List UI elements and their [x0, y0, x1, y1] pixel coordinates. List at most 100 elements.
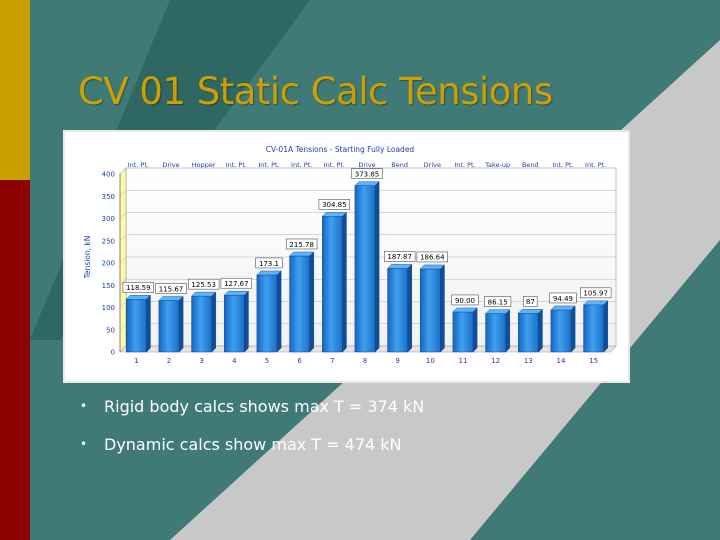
svg-text:186.64: 186.64	[420, 254, 445, 262]
y-axis-label: Tension, kN	[83, 236, 92, 280]
bullet-text: Dynamic calcs show max T = 474 kN	[104, 435, 402, 454]
bar-side	[244, 290, 249, 353]
value-label: 125.53	[188, 278, 220, 290]
value-label: 304.85	[318, 199, 350, 210]
bar-front	[224, 294, 245, 353]
x-tick-label: 12	[491, 357, 500, 365]
svg-text:86.15: 86.15	[488, 298, 508, 306]
value-label: 186.64	[416, 251, 448, 263]
value-label: 215.78	[286, 238, 318, 250]
svg-text:94.49: 94.49	[553, 295, 573, 303]
x-tick-label: 3	[199, 357, 203, 365]
bar-side	[505, 309, 510, 353]
bar-12	[485, 309, 511, 353]
bar-front	[387, 268, 408, 353]
bar-front	[354, 185, 376, 353]
bullet-list: • Rigid body calcs shows max T = 374 kN •…	[80, 395, 424, 471]
y-tick-label: 100	[102, 304, 115, 312]
value-label: 127.67	[220, 277, 252, 289]
svg-text:127.67: 127.67	[224, 280, 249, 288]
svg-text:125.53: 125.53	[191, 281, 216, 289]
bar-10	[419, 264, 445, 353]
bar-side	[440, 264, 445, 353]
bar-front	[420, 268, 441, 353]
location-label: Int. Pt.	[128, 161, 149, 169]
left-accent-bar	[0, 0, 30, 540]
svg-text:118.59: 118.59	[126, 284, 151, 292]
bar-14	[550, 305, 576, 353]
location-label: Bend	[391, 161, 408, 169]
bar-front	[518, 313, 539, 353]
x-tick-label: 4	[232, 357, 237, 365]
bar-front	[452, 311, 474, 353]
svg-text:215.78: 215.78	[289, 241, 314, 249]
bar-7	[321, 211, 347, 353]
location-label: Take-up	[484, 161, 510, 169]
x-tick-label: 10	[426, 357, 435, 365]
bar-side	[472, 307, 478, 353]
bar-9	[387, 263, 413, 353]
y-tick-label: 0	[111, 349, 115, 357]
x-tick-label: 13	[524, 357, 533, 365]
bullet-item-rigid-body: • Rigid body calcs shows max T = 374 kN	[80, 395, 424, 433]
grid-line	[119, 190, 616, 197]
bar-front	[289, 255, 310, 353]
bar-side	[309, 251, 314, 353]
grid-line	[119, 279, 616, 286]
bar-side	[276, 270, 282, 353]
value-label: 94.49	[549, 292, 577, 304]
grid-line	[119, 234, 616, 241]
value-label: 90.00	[451, 294, 479, 306]
bullet-text: Rigid body calcs shows max T = 374 kN	[104, 397, 425, 416]
bar-13	[517, 308, 543, 353]
bar-15	[583, 300, 609, 353]
bar-2	[158, 296, 184, 353]
value-label: 187.87	[384, 251, 416, 262]
y-tick-label: 300	[102, 215, 115, 223]
location-label: Int. Pt.	[291, 161, 312, 169]
y-tick-label: 150	[102, 282, 115, 290]
y-tick-label: 350	[102, 193, 115, 201]
grid-line	[119, 345, 616, 353]
bullet-item-dynamic: • Dynamic calcs show max T = 474 kN	[80, 433, 424, 471]
x-tick-label: 2	[167, 357, 171, 365]
bar-1	[125, 294, 151, 353]
x-tick-label: 1	[134, 357, 138, 365]
svg-text:373.85: 373.85	[355, 170, 380, 178]
x-tick-label: 15	[589, 357, 598, 365]
bar-5	[256, 270, 282, 353]
svg-text:87: 87	[526, 298, 535, 306]
bar-side	[603, 300, 608, 353]
value-label: 115.67	[155, 283, 187, 294]
bar-side	[342, 211, 347, 353]
bar-4	[223, 290, 249, 353]
location-label: Int. Pt.	[324, 161, 345, 169]
bar-front	[322, 216, 343, 353]
x-tick-label: 8	[363, 357, 367, 365]
bar-side	[178, 296, 184, 353]
bar-8	[354, 181, 380, 353]
value-label: 173.1	[255, 257, 283, 269]
chart-panel: CV-01A Tensions - Starting Fully Loaded …	[65, 132, 628, 381]
location-label: Int. Pt.	[258, 161, 279, 169]
location-label: Int. Pt.	[552, 161, 573, 169]
value-label: 373.85	[351, 168, 383, 179]
location-label: Bend	[522, 161, 539, 169]
bar-6	[289, 251, 315, 353]
bullet-dot-icon: •	[80, 399, 88, 413]
location-label: Drive	[162, 161, 179, 169]
svg-text:115.67: 115.67	[159, 285, 184, 293]
svg-text:304.85: 304.85	[322, 201, 347, 209]
x-tick-label: 5	[265, 357, 269, 365]
bar-side	[538, 308, 543, 353]
bar-front	[191, 295, 212, 353]
grid-line	[119, 212, 616, 219]
svg-text:90.00: 90.00	[455, 297, 475, 305]
bar-side	[407, 263, 412, 353]
bar-front	[485, 313, 506, 353]
x-tick-label: 6	[297, 357, 302, 365]
location-label: Int. Pt.	[226, 161, 247, 169]
value-label: 86.15	[484, 296, 512, 307]
x-tick-label: 11	[459, 357, 468, 365]
slide-title: CV 01 Static Calc Tensions	[78, 70, 553, 113]
